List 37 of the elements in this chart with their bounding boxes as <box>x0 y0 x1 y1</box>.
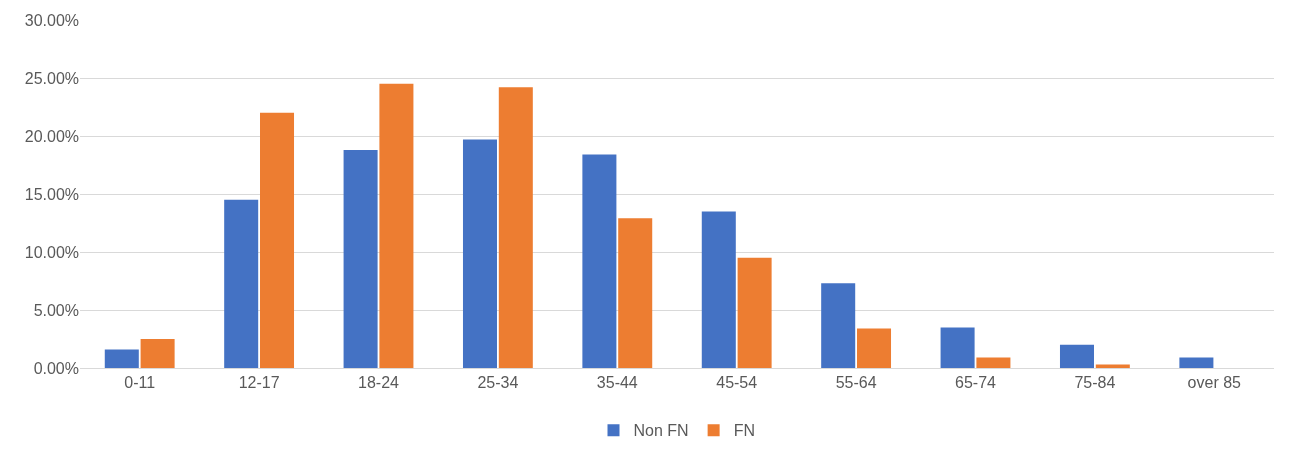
bar <box>224 199 259 368</box>
y-tick-label: 0.00% <box>33 359 79 377</box>
bar <box>260 112 295 368</box>
bar <box>462 139 497 368</box>
bar <box>1179 357 1214 368</box>
y-tick-label: 10.00% <box>24 243 79 261</box>
bar <box>140 339 175 368</box>
bar <box>379 83 414 368</box>
bar <box>857 328 892 368</box>
y-tick-label: 30.00% <box>24 11 79 29</box>
x-tick-label: 55-64 <box>835 374 877 392</box>
x-tick-label: 75-84 <box>1074 374 1116 392</box>
bar <box>940 327 975 368</box>
y-tick-label: 20.00% <box>24 127 79 145</box>
x-tick-label: 12-17 <box>238 374 280 392</box>
x-tick-label: 18-24 <box>358 374 400 392</box>
bar <box>104 349 139 368</box>
x-tick-label: 65-74 <box>955 374 997 392</box>
x-tick-label: over 85 <box>1187 374 1242 392</box>
bar <box>582 154 617 368</box>
bar <box>618 218 653 368</box>
bar <box>343 149 378 368</box>
legend-label: FN <box>733 422 755 440</box>
y-tick-label: 25.00% <box>24 69 79 87</box>
x-tick-label: 0-11 <box>124 374 156 392</box>
bar <box>976 357 1011 368</box>
bar <box>737 257 772 368</box>
bar <box>498 87 533 368</box>
y-tick-label: 15.00% <box>24 185 79 203</box>
x-tick-label: 25-34 <box>477 374 519 392</box>
bar <box>1059 344 1094 368</box>
legend-label: Non FN <box>633 422 689 440</box>
x-tick-label: 35-44 <box>596 374 638 392</box>
bar <box>701 211 736 368</box>
x-tick-label: 45-54 <box>716 374 758 392</box>
y-tick-label: 5.00% <box>33 301 79 319</box>
bar <box>821 283 856 368</box>
